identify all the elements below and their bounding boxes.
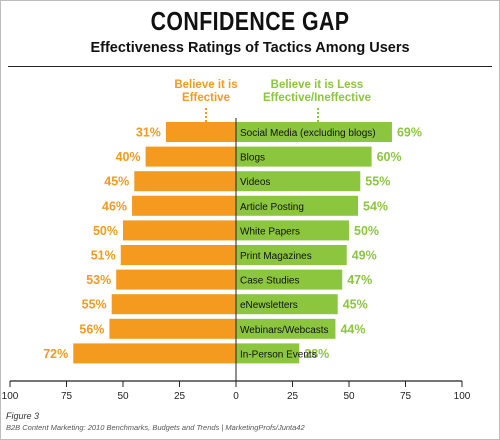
value-label-effective-blogs: 40% bbox=[116, 150, 141, 164]
x-tick-label: 0 bbox=[233, 391, 239, 402]
bar-ineffective-print-magazines bbox=[236, 245, 347, 265]
value-label-ineffective-webinars-webcasts: 44% bbox=[340, 322, 365, 336]
value-label-ineffective-white-papers: 50% bbox=[354, 224, 379, 238]
value-label-effective-webinars-webcasts: 56% bbox=[79, 322, 104, 336]
bar-ineffective-case-studies bbox=[236, 269, 343, 290]
legend-effective: Believe it is Effective bbox=[174, 79, 238, 104]
bar-ineffective-white-papers bbox=[236, 220, 349, 241]
bar-ineffective-enewsletters bbox=[236, 294, 338, 315]
value-label-effective-article-posting: 46% bbox=[102, 199, 127, 213]
bar-effective-case-studies bbox=[116, 269, 236, 290]
bar-effective-white-papers bbox=[123, 220, 236, 241]
title-divider bbox=[8, 66, 492, 67]
x-tick-label: 50 bbox=[343, 391, 355, 402]
bar-effective-print-magazines bbox=[120, 245, 236, 265]
category-label-videos: Videos bbox=[240, 177, 270, 188]
bar-effective-videos bbox=[134, 171, 236, 192]
source-note: B2B Content Marketing: 2010 Benchmarks, … bbox=[6, 423, 305, 432]
chart-subtitle: Effectiveness Ratings of Tactics Among U… bbox=[90, 40, 410, 56]
category-label-social-media-excluding-blogs: Social Media (excluding blogs) bbox=[240, 128, 376, 139]
figure-label: Figure 3 bbox=[6, 411, 40, 421]
value-label-effective-white-papers: 50% bbox=[93, 224, 118, 238]
category-label-case-studies: Case Studies bbox=[240, 276, 299, 287]
bar-effective-blogs bbox=[145, 146, 236, 167]
bar-ineffective-social-media-excluding-blogs bbox=[236, 122, 392, 142]
value-label-effective-in-person-events: 72% bbox=[43, 347, 68, 361]
value-label-ineffective-case-studies: 47% bbox=[347, 273, 372, 287]
value-label-effective-enewsletters: 55% bbox=[82, 298, 107, 312]
chart-title: CONFIDENCE GAP bbox=[150, 6, 350, 36]
bar-ineffective-article-posting bbox=[236, 195, 359, 216]
bar-effective-social-media-excluding-blogs bbox=[165, 122, 236, 142]
category-label-in-person-events: In-Person Events bbox=[240, 349, 317, 360]
x-tick-label: 75 bbox=[400, 391, 412, 402]
value-label-ineffective-print-magazines: 49% bbox=[352, 249, 377, 263]
category-label-blogs: Blogs bbox=[240, 153, 265, 164]
x-tick-label: 100 bbox=[454, 391, 471, 402]
category-label-enewsletters: eNewsletters bbox=[240, 300, 298, 311]
category-label-print-magazines: Print Magazines bbox=[240, 251, 312, 262]
x-tick-label: 25 bbox=[174, 391, 186, 402]
x-tick-label: 50 bbox=[117, 391, 129, 402]
bar-ineffective-blogs bbox=[236, 146, 372, 167]
bar-effective-webinars-webcasts bbox=[109, 318, 236, 339]
bar-ineffective-webinars-webcasts bbox=[236, 318, 336, 339]
value-label-ineffective-social-media-excluding-blogs: 69% bbox=[397, 126, 422, 140]
value-label-ineffective-enewsletters: 45% bbox=[343, 298, 368, 312]
value-label-effective-social-media-excluding-blogs: 31% bbox=[136, 126, 161, 140]
bar-ineffective-in-person-events bbox=[236, 343, 300, 364]
value-label-ineffective-blogs: 60% bbox=[377, 150, 402, 164]
x-tick-label: 25 bbox=[287, 391, 299, 402]
category-label-article-posting: Article Posting bbox=[240, 202, 304, 213]
legend-ineffective: Believe it is Less Effective/Ineffective bbox=[262, 79, 371, 104]
category-label-webinars-webcasts: Webinars/Webcasts bbox=[240, 325, 329, 336]
x-tick-label: 75 bbox=[61, 391, 73, 402]
legend-ineffective-dots bbox=[317, 108, 319, 124]
bar-effective-in-person-events bbox=[73, 343, 236, 364]
value-label-ineffective-videos: 55% bbox=[365, 175, 390, 189]
bar-effective-article-posting bbox=[132, 195, 236, 216]
x-tick-label: 100 bbox=[2, 391, 19, 402]
value-label-effective-print-magazines: 51% bbox=[91, 249, 116, 263]
bar-ineffective-videos bbox=[236, 171, 361, 192]
value-label-ineffective-in-person-events: 28% bbox=[304, 347, 329, 361]
category-label-white-papers: White Papers bbox=[240, 226, 300, 237]
value-label-effective-videos: 45% bbox=[104, 175, 129, 189]
legend-effective-dots bbox=[205, 108, 207, 124]
bar-effective-enewsletters bbox=[111, 294, 236, 315]
value-label-effective-case-studies: 53% bbox=[86, 273, 111, 287]
value-label-ineffective-article-posting: 54% bbox=[363, 199, 388, 213]
